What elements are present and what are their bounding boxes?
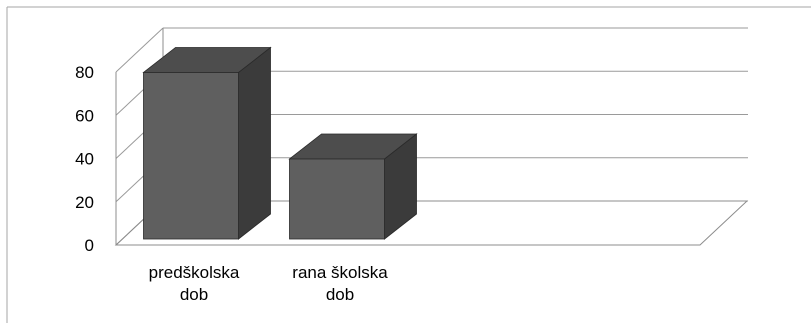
x-tick-label: rana školska dob — [292, 263, 388, 304]
gridline-depth — [115, 27, 164, 73]
y-tick-label: 80 — [75, 63, 94, 82]
bar-side — [238, 46, 271, 240]
bar — [289, 158, 385, 240]
y-tick-label: 20 — [75, 193, 94, 212]
x-tick-label: predškolska dob — [149, 263, 240, 304]
y-tick-label: 60 — [75, 106, 94, 125]
bar — [143, 72, 239, 240]
y-tick-label: 40 — [75, 150, 94, 169]
y-tick-label: 0 — [85, 236, 94, 255]
